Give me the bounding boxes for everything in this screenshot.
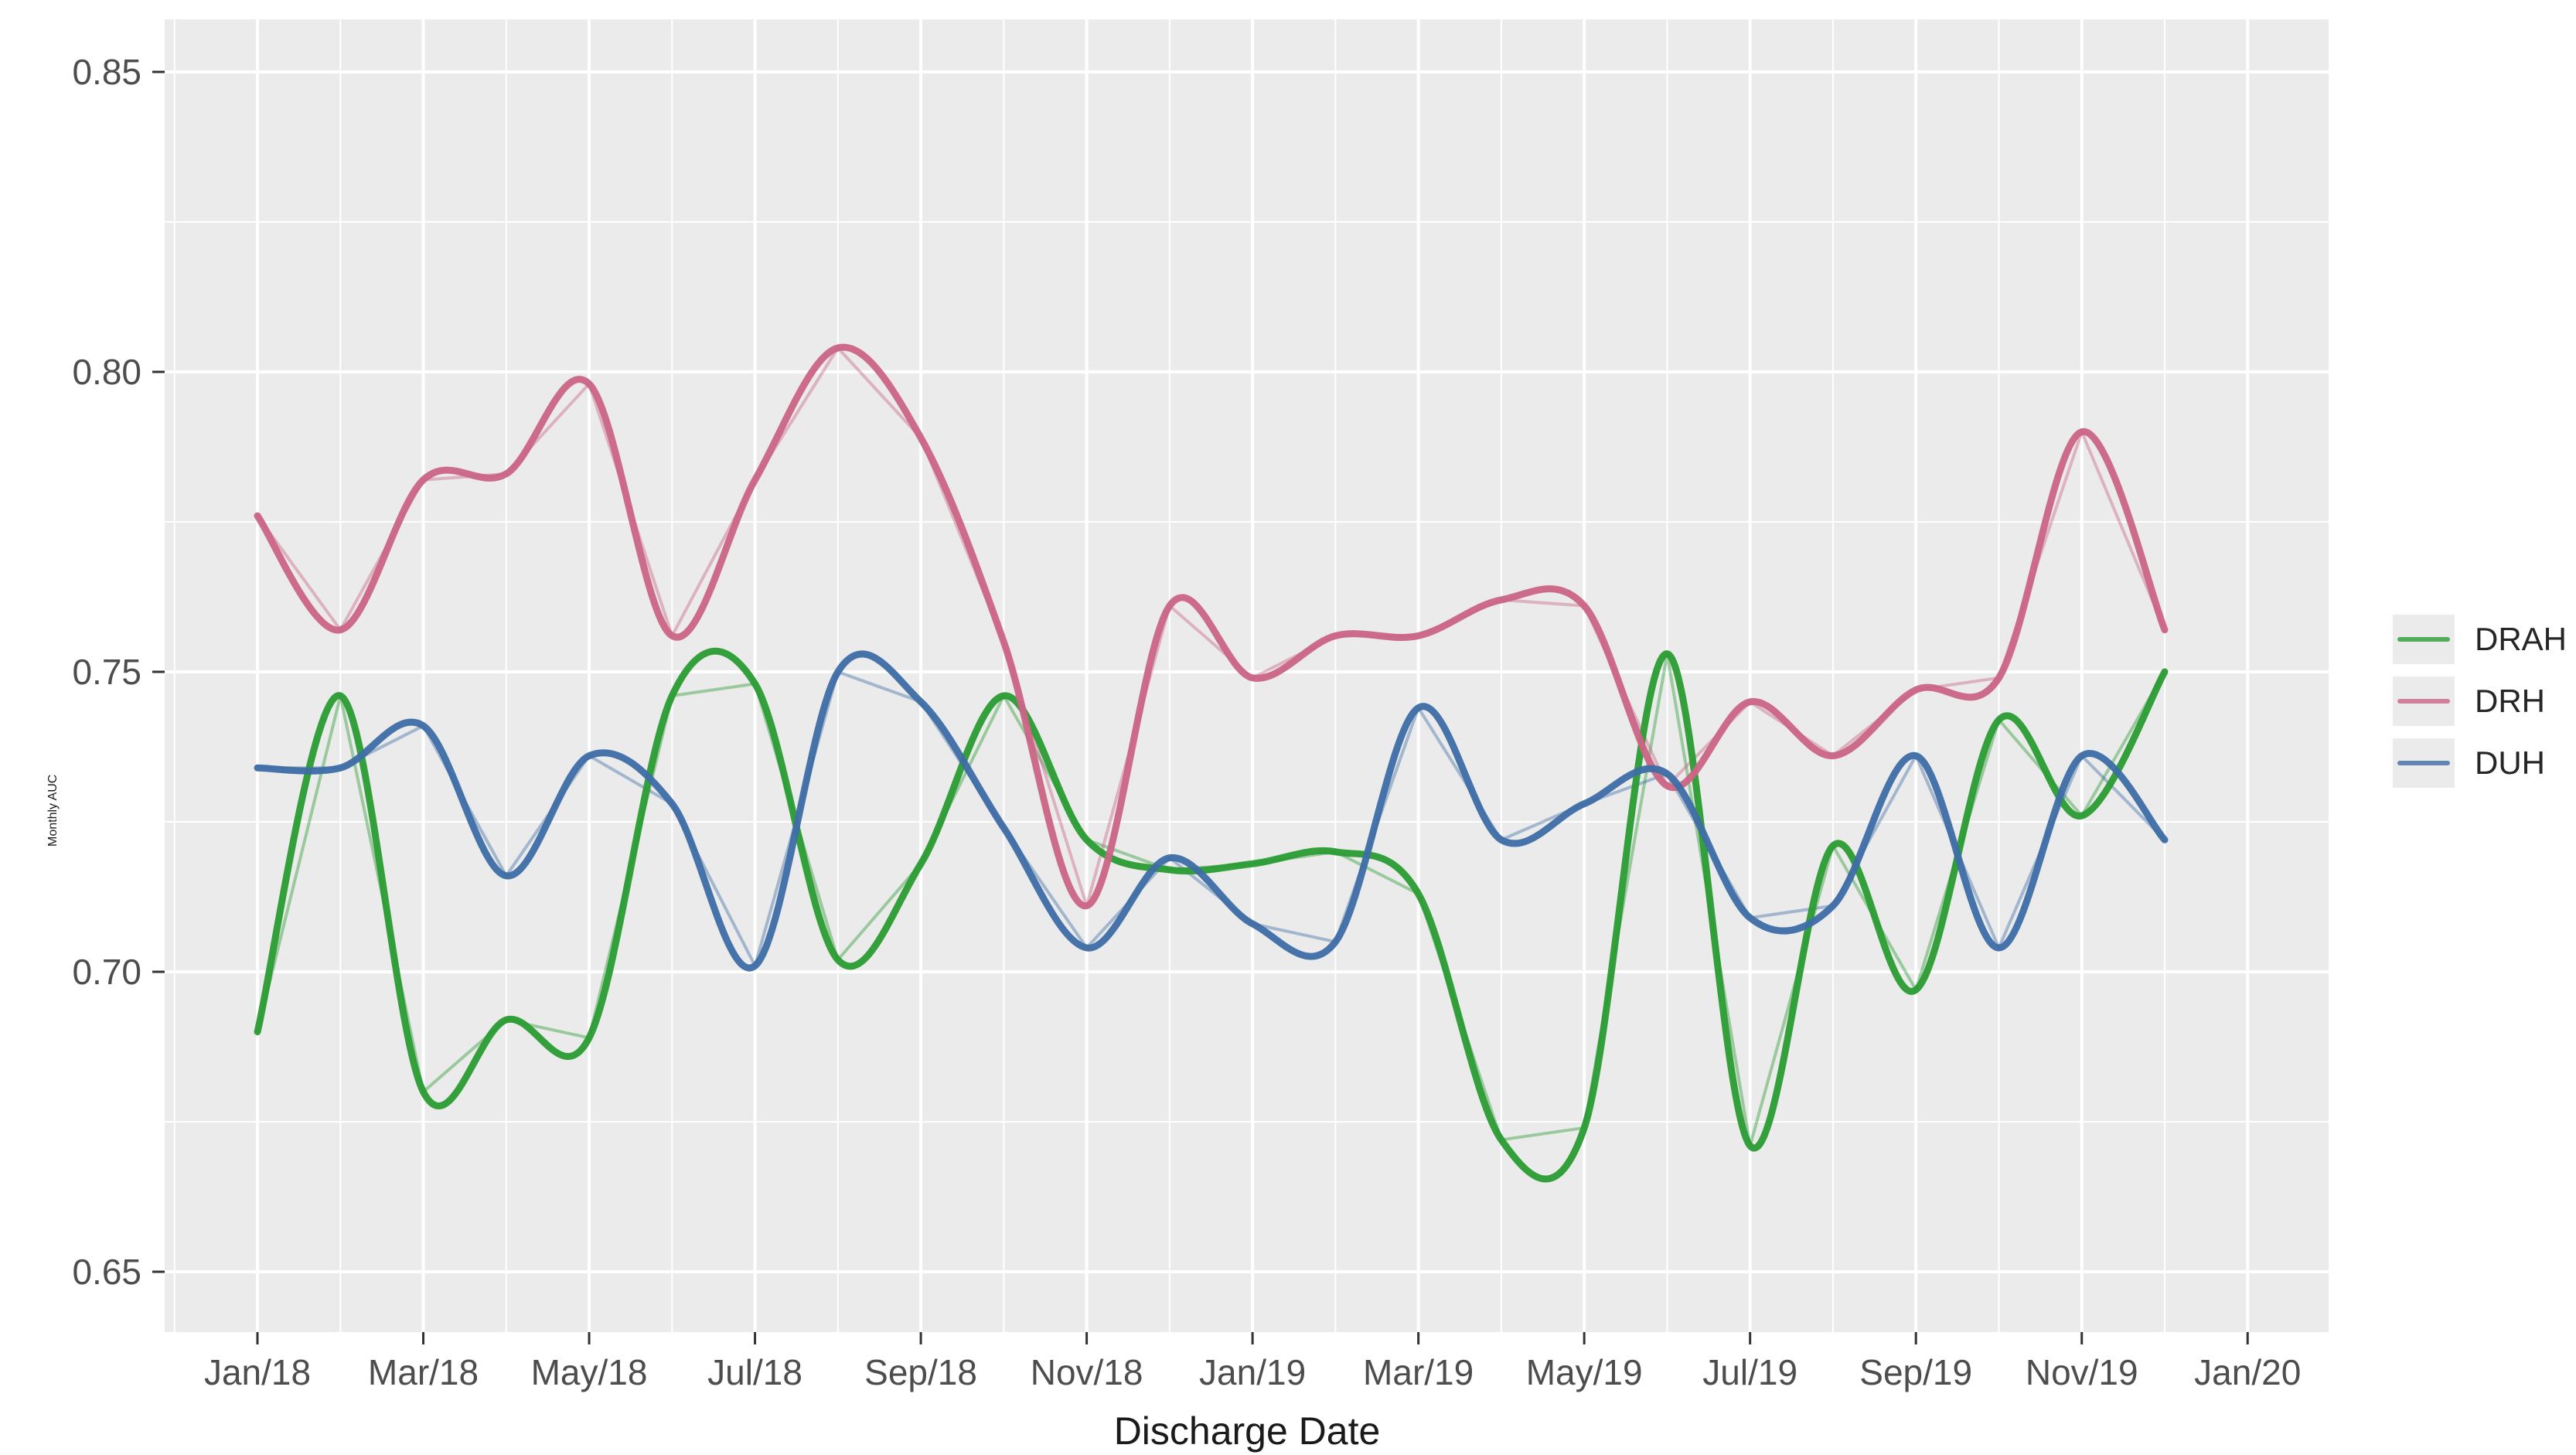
series-smoothed-line-drah (254, 647, 2169, 1183)
x-tick-label: May/19 (1526, 1352, 1643, 1392)
legend-swatch-line (2397, 699, 2450, 704)
legend: DRAH DRH DUH (2393, 615, 2567, 788)
x-tick-label: Mar/19 (1363, 1352, 1474, 1392)
legend-key-duh (2393, 738, 2455, 788)
x-tick-label: Nov/18 (1031, 1352, 1143, 1392)
legend-item-duh: DUH (2393, 738, 2567, 788)
y-tick-label: 0.80 (72, 352, 141, 392)
series-raw-line-drh (256, 346, 2166, 908)
x-axis-title: Discharge Date (1113, 1409, 1381, 1453)
series-smoothed-line-duh (254, 650, 2169, 972)
x-tick-label: Jan/20 (2194, 1352, 2301, 1392)
y-axis-title: Monthly AUC (46, 774, 60, 847)
legend-label-duh: DUH (2475, 745, 2545, 781)
legend-label-drh: DRH (2475, 683, 2545, 719)
legend-key-drh (2393, 676, 2455, 726)
y-tick-label: 0.70 (72, 952, 141, 992)
x-tick-label: Jul/18 (707, 1352, 802, 1392)
x-tick-label: Jan/19 (1199, 1352, 1306, 1392)
legend-swatch-line (2397, 761, 2450, 765)
legend-item-drh: DRH (2393, 676, 2567, 726)
legend-item-drah: DRAH (2393, 615, 2567, 664)
legend-label-drah: DRAH (2475, 621, 2567, 657)
x-tick-label: Mar/18 (368, 1352, 479, 1392)
x-tick-label: Jan/18 (204, 1352, 311, 1392)
legend-swatch-line (2397, 637, 2450, 642)
y-tick-label: 0.75 (72, 652, 141, 692)
y-tick-label: 0.85 (72, 52, 141, 92)
x-tick-label: Nov/19 (2026, 1352, 2138, 1392)
x-tick-label: Jul/19 (1702, 1352, 1797, 1392)
x-tick-label: Sep/18 (864, 1352, 977, 1392)
legend-key-drah (2393, 615, 2455, 664)
series-smoothed-line-drh (254, 343, 2169, 910)
x-tick-label: Sep/19 (1859, 1352, 1972, 1392)
y-tick-label: 0.65 (72, 1252, 141, 1292)
x-tick-label: May/18 (531, 1352, 648, 1392)
